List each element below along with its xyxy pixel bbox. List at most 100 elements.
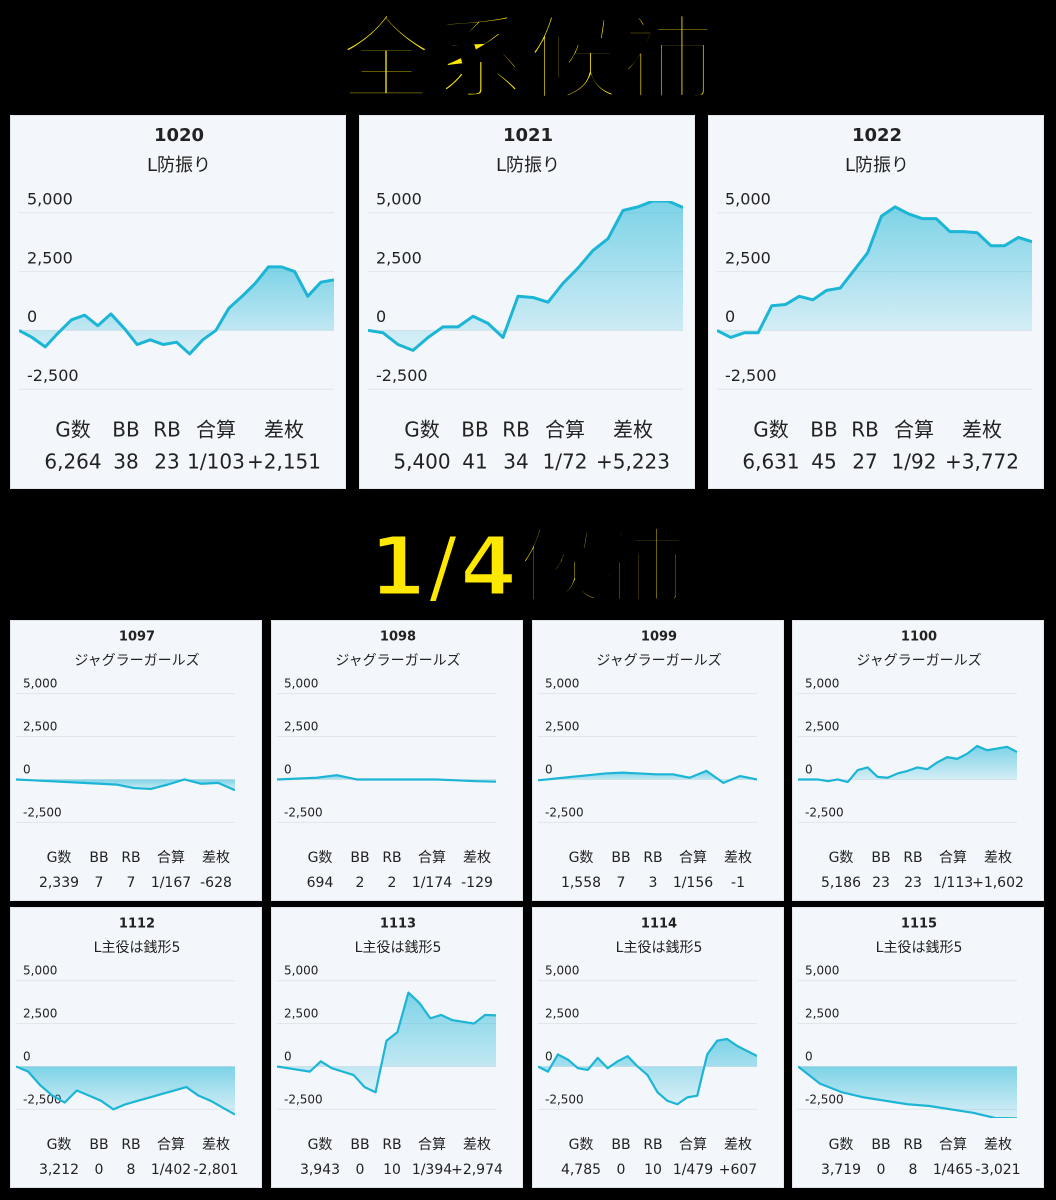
stat-header: 合算 — [157, 850, 185, 866]
chart-subtitle: ジャグラーガールズ — [856, 653, 981, 669]
stat-header: RB — [153, 418, 181, 442]
stat-header: RB — [643, 1137, 662, 1153]
stat-header: BB — [871, 1137, 890, 1153]
stat-header: 差枚 — [984, 1137, 1012, 1153]
chart: 1097 ジャグラーガールズ 5,000 2,500 0 -2,500 G数 2,339 BB 7… — [16, 630, 235, 891]
stat-value: 38 — [113, 450, 138, 474]
chart-title: 1113 — [380, 917, 416, 932]
chart: 1098 ジャグラーガールズ 5,000 2,500 0 -2,500 G数 694 BB 2 RB… — [277, 630, 496, 891]
stat-header: 合算 — [157, 1137, 185, 1153]
machine-card: 1115 L主役は銭形5 5,000 2,500 0 -2,500 G数 3,719 BB 0 RB… — [792, 907, 1044, 1188]
chart: 1020 L防振り 5,000 2,500 0 -2,500 G数 6,264 BB 38 RB 23… — [19, 125, 334, 474]
stat-header: BB — [611, 850, 630, 866]
y-tick-label: 2,500 — [23, 719, 57, 733]
line — [16, 1065, 235, 1116]
stat-header: G数 — [829, 850, 854, 866]
stat-header: 合算 — [894, 418, 934, 442]
stat-value: 1/465 — [933, 1162, 973, 1178]
chart-title: 1020 — [154, 125, 204, 146]
stat-header: G数 — [55, 418, 91, 442]
stat-value: 8 — [127, 1162, 136, 1178]
machine-card: 1098 ジャグラーガールズ 5,000 2,500 0 -2,500 G数 694 BB 2 RB… — [271, 620, 523, 901]
chart: 1099 ジャグラーガールズ 5,000 2,500 0 -2,500 G数 1,558 BB 7… — [538, 630, 757, 891]
y-tick-label: 5,000 — [545, 676, 579, 690]
stat-header: RB — [382, 1137, 401, 1153]
line — [717, 205, 1032, 339]
y-tick-label: -2,500 — [376, 366, 428, 385]
plot — [538, 1037, 757, 1106]
y-tick-label: -2,500 — [27, 366, 79, 385]
line — [19, 265, 334, 356]
chart: 1115 L主役は銭形5 5,000 2,500 0 -2,500 G数 3,719 BB 0 RB… — [798, 917, 1021, 1178]
stat-header: 差枚 — [724, 850, 752, 866]
stat-header: RB — [121, 1137, 140, 1153]
chart-subtitle: L主役は銭形5 — [355, 940, 442, 956]
stat-header: RB — [903, 850, 922, 866]
stat-value: 0 — [356, 1162, 365, 1178]
stat-value: 1/479 — [673, 1162, 713, 1178]
plot — [798, 744, 1017, 784]
y-tick-label: 5,000 — [23, 676, 57, 690]
stat-header: 合算 — [545, 418, 585, 442]
stat-header: G数 — [308, 1137, 333, 1153]
heading: 全系候補 — [338, 6, 716, 113]
stat-header: G数 — [47, 850, 72, 866]
y-tick-label: 2,500 — [545, 719, 579, 733]
area — [368, 201, 683, 351]
y-tick-label: 2,500 — [23, 1006, 57, 1020]
machine-card: 1022 L防振り 5,000 2,500 0 -2,500 G数 6,631 BB 45 RB 27… — [708, 115, 1044, 489]
stat-header: 合算 — [679, 1137, 707, 1153]
chart-subtitle: ジャグラーガールズ — [335, 653, 460, 669]
chart: 1112L主役は銭形55,0002,5000-2,500G数3,212BB0RB… — [16, 917, 239, 1178]
stat-header: G数 — [569, 1137, 594, 1153]
chart: 1113 L主役は銭形5 5,000 2,500 0 -2,500 G数 3,943 BB 0 RB… — [277, 917, 503, 1178]
line — [277, 774, 496, 783]
stat-value: +1,602 — [972, 875, 1024, 891]
plot — [538, 769, 757, 785]
y-tick-label: 5,000 — [545, 963, 579, 977]
y-tick-label: 5,000 — [23, 963, 57, 977]
plot — [16, 778, 235, 792]
y-tick-label: 0 — [545, 762, 553, 776]
y-tick-label: 2,500 — [284, 719, 318, 733]
stat-header: 合算 — [418, 1137, 446, 1153]
stat-header: 差枚 — [724, 1137, 752, 1153]
y-tick-label: 0 — [805, 1049, 813, 1063]
area — [798, 1066, 1017, 1118]
area — [19, 266, 334, 354]
stat-value: 7 — [95, 875, 104, 891]
chart-subtitle: L主役は銭形5 — [616, 940, 703, 956]
stat-value: 1/394 — [412, 1162, 452, 1178]
stat-value: 1/92 — [892, 450, 937, 474]
stat-value: 6,631 — [742, 450, 799, 474]
plot — [277, 991, 496, 1094]
area — [16, 1066, 235, 1115]
stat-value: +5,223 — [596, 450, 670, 474]
machine-card: 1021 L防振り 5,000 2,500 0 -2,500 G数 5,400 BB 41 RB 34… — [359, 115, 695, 489]
stat-header: G数 — [753, 418, 789, 442]
stat-header: RB — [382, 850, 401, 866]
y-tick-label: 5,000 — [725, 189, 771, 208]
line — [538, 769, 757, 785]
y-tick-label: -2,500 — [284, 1092, 323, 1106]
chart-subtitle: L防振り — [496, 155, 560, 176]
y-tick-label: -2,500 — [725, 366, 777, 385]
chart-subtitle: ジャグラーガールズ — [74, 653, 199, 669]
y-tick-label: 5,000 — [27, 189, 73, 208]
stat-value: 2 — [388, 875, 397, 891]
stat-header: 差枚 — [463, 1137, 491, 1153]
line — [277, 991, 496, 1094]
stat-header: BB — [350, 1137, 369, 1153]
area — [798, 745, 1017, 783]
stat-header: 差枚 — [984, 850, 1012, 866]
y-tick-label: 2,500 — [27, 248, 73, 267]
chart-title: 1022 — [852, 125, 902, 146]
stat-header: G数 — [308, 850, 333, 866]
y-tick-label: 5,000 — [805, 676, 839, 690]
stat-value: 0 — [95, 1162, 104, 1178]
heading: 1/4候補 — [367, 519, 688, 617]
area — [538, 770, 757, 783]
y-tick-label: 5,000 — [284, 963, 318, 977]
stat-value: 7 — [617, 875, 626, 891]
